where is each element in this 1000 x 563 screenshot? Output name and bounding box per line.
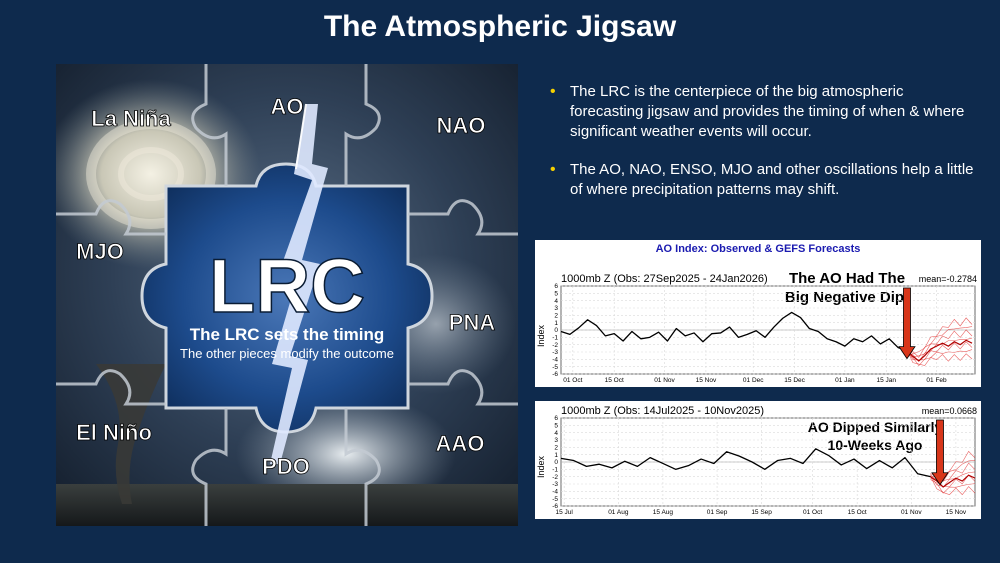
chart2-ytick-label: -3 [552,481,558,488]
chart2-xtick-label: 01 Nov [901,509,922,516]
piece-label-mjo: MJO [76,239,124,264]
chart1-forecast-member [906,329,973,358]
tornado-funnel [96,364,166,504]
piece-label-aao: AAO [436,431,485,456]
chart2-xtick-label: 15 Oct [848,509,867,516]
chart2-subtitle: 1000mb Z (Obs: 14Jul2025 - 10Nov2025) [561,405,764,417]
chart2-ytick-label: -2 [552,474,558,481]
chart1-ytick-label: -6 [552,371,558,378]
chart1-ytick-label: -5 [552,364,558,371]
chart1-xtick-label: 15 Dec [784,377,805,384]
chart1-ytick-label: 2 [554,313,558,320]
chart2-xtick-label: 01 Oct [803,509,822,516]
chart2-mean-label: mean=0.0668 [922,406,977,416]
chart1-ytick-label: -2 [552,342,558,349]
jigsaw-illustration: La Niña AO NAO MJO PNA El Niño PDO AAO L… [56,64,518,526]
chart2-forecast-member [930,479,976,494]
piece-label-nao: NAO [437,113,486,138]
chart2-ytick-label: -5 [552,496,558,503]
chart2-ytick-label: -4 [552,489,558,496]
chart2-ytick-label: 4 [554,430,558,437]
chart1-ytick-label: 4 [554,298,558,305]
chart1-forecast-member [906,349,973,367]
chart1-xtick-label: 01 Feb [926,377,947,384]
puzzle-ground [56,484,518,526]
center-tagline: The LRC sets the timing [190,325,385,344]
bullet-item: The AO, NAO, ENSO, MJO and other oscilla… [548,160,978,200]
piece-label-pdo: PDO [262,454,310,479]
chart2-ytick-label: 0 [554,459,558,466]
chart1-ylabel: Index [536,324,546,347]
chart2-xtick-label: 15 Aug [653,509,674,516]
chart2-ytick-label: 3 [554,437,558,444]
chart2-ytick-label: 5 [554,423,558,430]
chart2-xtick-label: 01 Sep [707,509,728,516]
bullet-list: The LRC is the centerpiece of the big at… [548,82,978,218]
chart1-forecast-member [906,317,973,355]
ao-index-chart-prior: 1000mb Z (Obs: 14Jul2025 - 10Nov2025) me… [535,401,981,519]
chart1-xtick-label: 01 Jan [835,377,855,384]
chart2-ytick-label: 2 [554,445,558,452]
chart1-ytick-label: 0 [554,327,558,334]
center-label-lrc: LRC [209,244,365,329]
chart1-forecast-mean [906,339,973,362]
piece-label-la-nina: La Niña [91,106,171,131]
chart1-observed-line [560,311,908,352]
chart2-dip-arrow [931,419,949,486]
chart2-ytick-label: 6 [554,415,558,422]
ao-index-chart-recent: AO Index: Observed & GEFS Forecasts 1000… [535,240,981,387]
chart1-dip-arrow [898,287,916,360]
chart1-ytick-label: 1 [554,320,558,327]
chart1-ytick-label: -1 [552,335,558,342]
chart2-annotation-line2: 10-Weeks Ago [828,437,923,453]
chart2-observed-line [560,448,931,478]
piece-label-ao: AO [271,94,304,119]
chart2-annotation-line1: AO Dipped Similarly [808,419,943,435]
chart1-xtick-label: 15 Oct [605,377,624,384]
piece-label-el-nino: El Niño [76,420,152,445]
chart1-annotation-line2: Big Negative Dip! [785,289,909,306]
chart1-mean-label: mean=-0.2784 [919,274,977,284]
chart1-ytick-label: -3 [552,349,558,356]
chart1-ytick-label: 3 [554,305,558,312]
chart1-xtick-label: 01 Nov [654,377,675,384]
bullet-item: The LRC is the centerpiece of the big at… [548,82,978,142]
center-subtagline: The other pieces modify the outcome [180,346,394,361]
slide-title: The Atmospheric Jigsaw [323,10,677,43]
chart1-xtick-label: 01 Oct [563,377,582,384]
chart1-ytick-label: -4 [552,357,558,364]
chart1-xtick-label: 15 Nov [696,377,717,384]
chart2-ytick-label: -1 [552,467,558,474]
chart1-ytick-label: 5 [554,291,558,298]
chart2-xtick-label: 15 Nov [946,509,967,516]
chart2-xtick-label: 15 Jul [556,509,574,516]
chart1-subtitle: 1000mb Z (Obs: 27Sep2025 - 24Jan2026) [561,273,768,285]
chart2-ytick-label: -6 [552,503,558,510]
chart1-forecast-member [906,326,973,358]
chart1-xtick-label: 01 Dec [743,377,764,384]
piece-label-pna: PNA [449,310,496,335]
chart2-xtick-label: 15 Sep [751,509,772,516]
chart1-ytick-label: 6 [554,283,558,290]
chart2-forecast-member [930,476,976,496]
chart2-xtick-label: 01 Aug [608,509,629,516]
chart1-annotation-line1: The AO Had The [789,270,905,287]
chart1-title: AO Index: Observed & GEFS Forecasts [656,243,861,255]
lightning-bolt [270,104,328,464]
chart2-ylabel: Index [536,455,546,478]
chart2-ytick-label: 1 [554,452,558,459]
chart1-xtick-label: 15 Jan [877,377,897,384]
